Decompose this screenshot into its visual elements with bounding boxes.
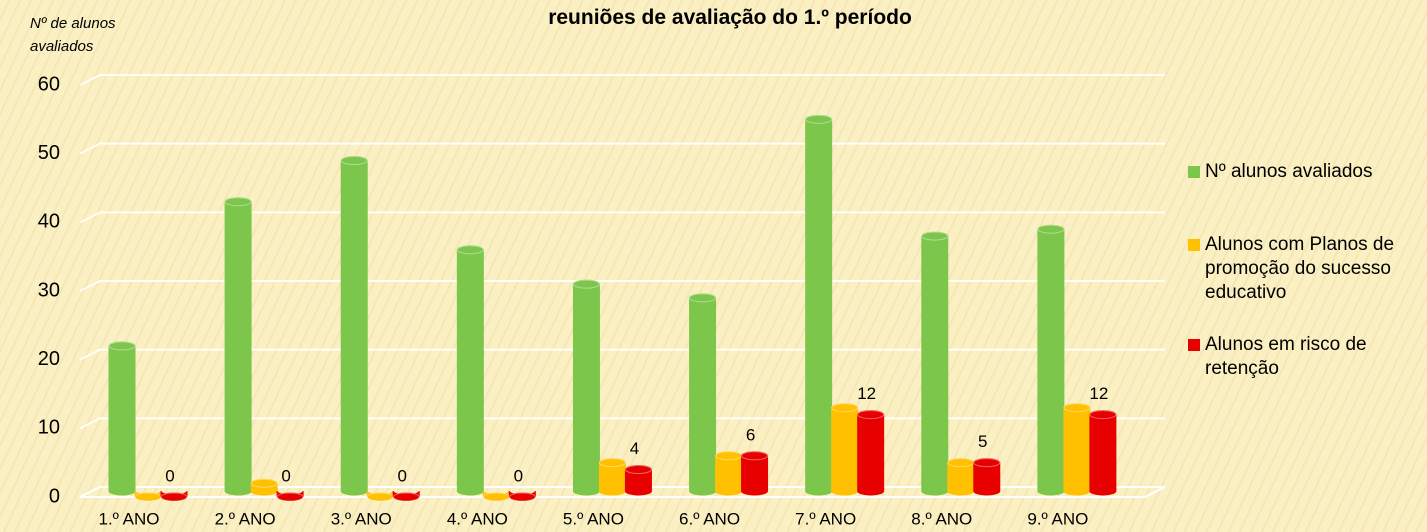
x-tick-label: 5.º ANO xyxy=(563,509,624,528)
y-tick-label: 40 xyxy=(38,211,60,233)
data-label: 4 xyxy=(630,439,639,458)
bar-cap xyxy=(572,279,600,289)
bar-cap xyxy=(831,403,859,413)
x-tick-label: 7.º ANO xyxy=(795,509,856,528)
bar-cap xyxy=(1089,410,1117,420)
bar xyxy=(224,197,252,496)
bar xyxy=(831,403,859,496)
bar-cap xyxy=(250,478,278,488)
bar xyxy=(921,231,949,496)
bar-cap xyxy=(134,492,162,502)
legend-item: Nº alunos avaliados xyxy=(1188,160,1420,184)
y-tick-label: 10 xyxy=(38,417,60,439)
bar-cap xyxy=(340,156,368,166)
bar-cap xyxy=(947,458,975,468)
bar-cap xyxy=(741,451,769,461)
data-label: 6 xyxy=(746,425,755,444)
legend-swatch xyxy=(1188,339,1200,351)
x-tick-label: 8.º ANO xyxy=(911,509,972,528)
bar xyxy=(1063,403,1091,496)
x-tick-label: 3.º ANO xyxy=(331,509,392,528)
bar xyxy=(1089,410,1117,496)
bar-cap xyxy=(224,197,252,207)
bar-cap xyxy=(624,465,652,475)
bar-cap xyxy=(805,114,833,124)
legend-item: Alunos em risco de retenção xyxy=(1188,333,1420,381)
bar xyxy=(805,114,833,496)
data-label: 0 xyxy=(281,466,290,485)
legend-swatch xyxy=(1188,166,1200,178)
data-label: 12 xyxy=(1089,384,1108,403)
legend-item: Alunos com Planos de promoção do sucesso… xyxy=(1188,233,1420,305)
x-tick-label: 6.º ANO xyxy=(679,509,740,528)
bar-cap xyxy=(1037,224,1065,234)
y-tick-label: 0 xyxy=(49,485,60,507)
x-tick-label: 4.º ANO xyxy=(447,509,508,528)
bar-cap xyxy=(715,451,743,461)
y-tick-label: 30 xyxy=(38,279,60,301)
x-tick-label: 2.º ANO xyxy=(215,509,276,528)
bar-cap xyxy=(108,341,136,351)
y-tick-label: 20 xyxy=(38,348,60,370)
bar xyxy=(108,341,136,496)
x-tick-label: 1.º ANO xyxy=(98,509,159,528)
bar-cap xyxy=(508,492,536,502)
x-tick-label: 9.º ANO xyxy=(1027,509,1088,528)
data-label: 0 xyxy=(165,466,174,485)
data-label: 0 xyxy=(514,466,523,485)
chart-title: reuniões de avaliação do 1.º período xyxy=(548,6,912,29)
data-label: 12 xyxy=(857,384,876,403)
legend-label: Nº alunos avaliados xyxy=(1205,161,1373,182)
bar-cap xyxy=(921,231,949,241)
legend-label: Alunos em risco de retenção xyxy=(1205,334,1367,379)
bar-cap xyxy=(456,245,484,255)
grid-line xyxy=(79,142,1165,155)
y-axis-label: Nº de alunos avaliados xyxy=(30,15,116,55)
bar-cap xyxy=(598,458,626,468)
bar-cap xyxy=(1063,403,1091,413)
data-label: 5 xyxy=(978,432,987,451)
bar-cap xyxy=(482,492,510,502)
bar xyxy=(689,293,717,496)
bar xyxy=(340,156,368,496)
bar-cap xyxy=(276,492,304,502)
bar-cap xyxy=(160,492,188,502)
y-tick-label: 50 xyxy=(38,142,60,164)
bar xyxy=(1037,224,1065,496)
bar-cap xyxy=(392,492,420,502)
bar xyxy=(572,279,600,496)
legend-label: Alunos com Planos de promoção do sucesso… xyxy=(1205,234,1395,303)
data-label: 0 xyxy=(397,466,406,485)
bar-cap xyxy=(857,410,885,420)
bar xyxy=(857,410,885,496)
bar-cap xyxy=(689,293,717,303)
bar-cap xyxy=(973,458,1001,468)
legend-swatch xyxy=(1188,239,1200,251)
grid-line xyxy=(79,74,1165,86)
y-tick-label: 60 xyxy=(38,73,60,95)
bar xyxy=(456,245,484,496)
bar-cap xyxy=(366,492,394,502)
